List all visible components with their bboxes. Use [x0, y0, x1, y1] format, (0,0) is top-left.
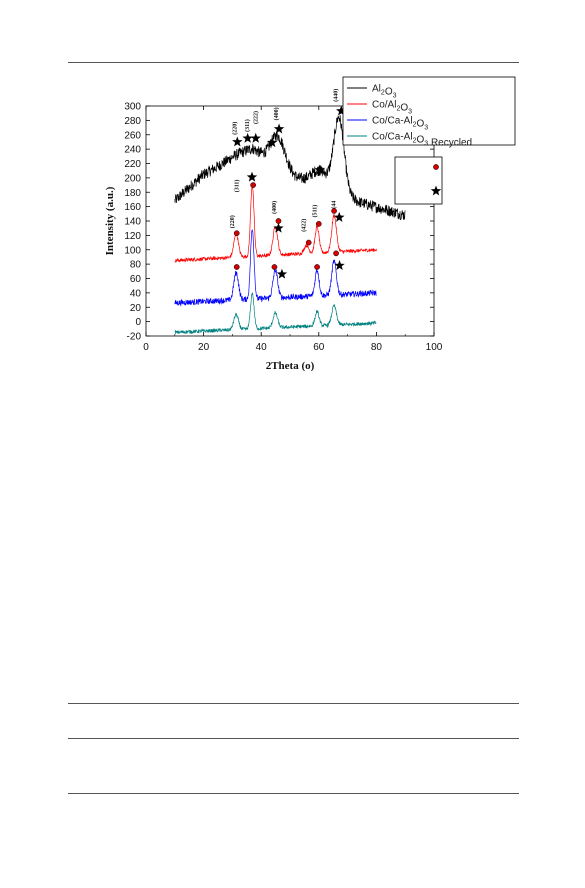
star-marker — [276, 268, 288, 279]
star-marker — [266, 137, 278, 148]
y-tick-label: 300 — [124, 102, 141, 113]
hkl-label: (311) — [244, 119, 251, 132]
star-marker — [242, 132, 253, 143]
hkl-label: (511) — [311, 205, 318, 218]
x-tick-label: 100 — [426, 342, 443, 353]
circle-marker — [333, 250, 339, 257]
y-tick-label: 120 — [124, 231, 141, 242]
x-tick-label: 20 — [198, 342, 210, 353]
series-line — [174, 292, 377, 335]
footer-rule-3 — [68, 793, 519, 794]
y-tick-label: 160 — [124, 202, 141, 213]
x-tick-label: 0 — [143, 342, 149, 353]
circle-marker — [233, 264, 240, 270]
y-tick-label: 240 — [124, 145, 141, 156]
marker-legend-box — [394, 156, 443, 205]
footer-rule-1 — [68, 703, 519, 704]
legend-entry: Co/Ca-Al2O3 — [372, 116, 428, 132]
circle-marker — [305, 239, 312, 246]
x-axis-label: 2Theta (o) — [266, 360, 315, 372]
star-marker — [334, 211, 345, 222]
y-tick-label: 40 — [130, 288, 142, 299]
marker-legend-star — [430, 185, 442, 196]
hkl-label: (220) — [232, 122, 239, 135]
y-tick-label: 60 — [130, 274, 142, 285]
footer-rule-2 — [68, 738, 519, 739]
circle-marker — [271, 264, 278, 270]
circle-marker — [315, 221, 322, 227]
series-line — [174, 114, 406, 221]
axes-layer: 0 20 40 60 80 100-200204060801001201401601802… — [104, 102, 443, 373]
y-tick-label: 180 — [124, 188, 141, 199]
y-tick-label: 80 — [130, 260, 142, 271]
star-marker — [334, 260, 345, 271]
top-rule — [68, 62, 519, 63]
hkl-label: (311) — [234, 180, 241, 193]
star-marker — [273, 222, 284, 233]
series-line — [174, 229, 377, 307]
marker-legend-circle — [433, 164, 439, 170]
hkl-label: (422) — [301, 219, 308, 232]
marker-layer — [232, 105, 347, 279]
hkl-layer: (220) (311)(222) (400)(440)(220)(311)(400)… — [229, 89, 340, 232]
hkl-label: (440) — [333, 89, 340, 102]
hkl-label: (222) — [253, 111, 260, 124]
y-tick-label: 140 — [124, 217, 141, 228]
star-marker — [336, 105, 347, 116]
star-marker — [250, 132, 261, 143]
circle-marker — [233, 230, 240, 237]
hkl-label: (220) — [229, 215, 236, 228]
y-tick-label: 100 — [124, 245, 141, 256]
y-tick-label: 260 — [124, 130, 141, 141]
hkl-label: (400) — [271, 201, 278, 214]
marker-legend — [394, 156, 443, 205]
star-marker — [246, 171, 258, 182]
star-marker — [314, 164, 325, 175]
series-line — [174, 184, 377, 263]
hkl-label: (400) — [273, 107, 280, 120]
y-tick-label: 200 — [124, 173, 141, 184]
y-tick-label: 0 — [135, 317, 141, 328]
x-tick-label: 40 — [256, 342, 268, 353]
hkl-label: (44 — [331, 201, 338, 209]
circle-marker — [275, 218, 282, 224]
legend-entry: Al2O3 — [372, 84, 397, 100]
y-axis-label: Intensity (a.u.) — [104, 186, 116, 255]
y-tick-label: 220 — [124, 159, 141, 170]
y-tick-label: 280 — [124, 116, 141, 127]
circle-marker — [331, 208, 337, 214]
star-marker — [273, 123, 285, 134]
legend-entry: Co/Ca-Al2O3 Recycled — [372, 132, 472, 149]
star-marker — [232, 136, 243, 147]
legend-box — [342, 76, 516, 146]
circle-marker — [314, 264, 320, 270]
series-layer — [174, 114, 406, 335]
y-tick-label: 20 — [130, 303, 142, 314]
y-tick-label: -20 — [127, 332, 142, 343]
legend-entry: Co/Al2O3 — [372, 100, 412, 116]
x-tick-label: 60 — [313, 342, 325, 353]
circle-marker — [250, 182, 256, 188]
x-tick-label: 80 — [371, 342, 383, 353]
